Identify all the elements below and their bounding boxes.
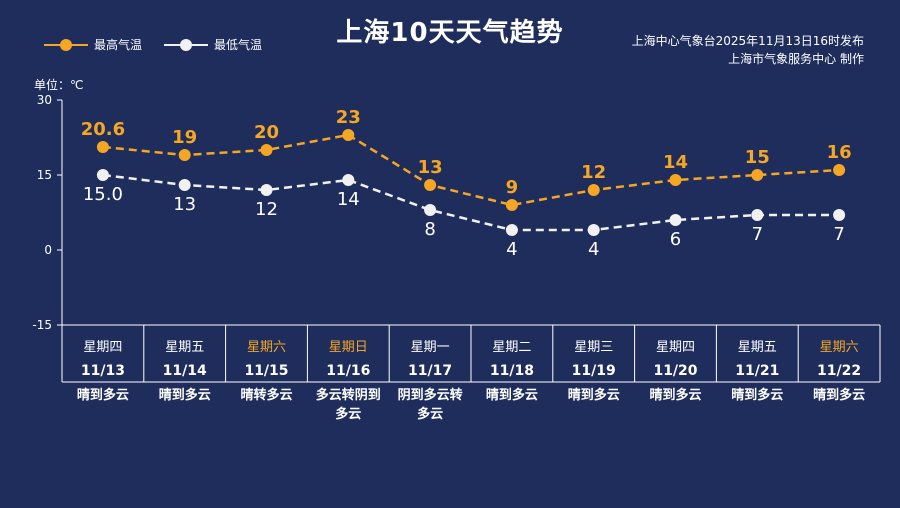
weather-condition-label: 晴到多云 xyxy=(486,387,538,403)
weekday-label: 星期三 xyxy=(574,340,613,355)
weather-condition-label: 晴到多云 xyxy=(159,387,211,403)
y-tick-label: 30 xyxy=(37,93,52,107)
low-temp-label: 7 xyxy=(833,224,844,245)
weekday-label: 星期六 xyxy=(820,340,859,355)
y-tick-label: 15 xyxy=(37,168,52,182)
weather-condition-label: 多云 xyxy=(335,406,361,422)
low-temp-label: 15.0 xyxy=(83,184,123,205)
low-temp-label: 4 xyxy=(506,239,517,260)
legend-low-label: 最低气温 xyxy=(214,38,263,52)
high-temp-point xyxy=(669,174,682,186)
high-temp-point xyxy=(751,169,764,181)
weekday-label: 星期四 xyxy=(83,340,122,355)
source-info: 上海中心气象台2025年11月13日16时发布 上海市气象服务中心 制作 xyxy=(632,32,864,68)
low-temp-line xyxy=(102,173,840,232)
high-temp-point xyxy=(587,184,600,196)
weather-condition-label: 多云 xyxy=(417,406,443,422)
date-label: 11/14 xyxy=(163,363,207,379)
high-temp-label: 14 xyxy=(663,152,688,173)
weather-condition-label: 晴到多云 xyxy=(649,387,701,403)
high-temp-point xyxy=(424,179,437,191)
high-temp-label: 13 xyxy=(418,157,443,178)
low-temp-label: 8 xyxy=(424,219,435,240)
low-temp-point xyxy=(96,169,109,181)
weather-condition-label: 晴到多云 xyxy=(813,387,865,403)
date-label: 11/20 xyxy=(653,363,697,379)
chart-title: 上海10天天气趋势 xyxy=(336,18,564,48)
low-temp-point xyxy=(505,224,518,236)
weather-condition-label: 阴到多云转 xyxy=(398,387,463,403)
weekday-label: 星期一 xyxy=(411,340,450,355)
source-line-2: 上海市气象服务中心 制作 xyxy=(728,52,864,66)
low-temp-point xyxy=(424,204,437,216)
weather-condition-label: 晴到多云 xyxy=(77,387,129,403)
low-temp-label: 4 xyxy=(588,239,599,260)
high-temp-point xyxy=(505,199,518,211)
low-temp-label: 14 xyxy=(337,189,360,210)
low-temp-point xyxy=(587,224,600,236)
weekday-label: 星期四 xyxy=(656,340,695,355)
low-temp-point xyxy=(260,184,273,196)
source-line-1: 上海中心气象台2025年11月13日16时发布 xyxy=(631,34,864,48)
weekday-label: 星期六 xyxy=(247,340,286,355)
high-temp-label: 23 xyxy=(336,107,361,128)
date-label: 11/17 xyxy=(408,363,452,379)
legend-high-swatch xyxy=(44,38,88,51)
low-temp-point xyxy=(833,209,846,221)
weather-condition-label: 晴到多云 xyxy=(568,387,620,403)
legend-item-low: 最低气温 xyxy=(164,36,262,53)
date-label: 11/18 xyxy=(490,363,534,379)
date-label: 11/13 xyxy=(81,363,125,379)
date-label: 11/19 xyxy=(572,363,616,379)
weekday-label: 星期二 xyxy=(492,340,531,355)
high-temp-label: 20 xyxy=(254,122,279,143)
low-temp-label: 6 xyxy=(670,229,681,250)
high-temp-label: 15 xyxy=(745,147,770,168)
low-temp-point xyxy=(669,214,682,226)
legend-low-swatch xyxy=(164,38,209,51)
high-temp-point xyxy=(260,144,273,156)
legend: 最高气温 最低气温 xyxy=(44,36,262,53)
low-temp-point xyxy=(751,209,764,221)
high-temp-point xyxy=(342,129,355,141)
date-label: 11/15 xyxy=(244,363,288,379)
weekday-label: 星期五 xyxy=(738,340,777,355)
weather-condition-label: 多云转阴到 xyxy=(316,387,381,403)
low-temp-label: 12 xyxy=(255,199,278,220)
weekday-label: 星期五 xyxy=(165,340,204,355)
high-temp-point xyxy=(178,149,191,161)
high-temp-point xyxy=(833,164,846,176)
low-temp-label: 7 xyxy=(752,224,763,245)
high-temp-label: 16 xyxy=(827,142,852,163)
weekday-label: 星期日 xyxy=(329,340,368,355)
unit-label: 单位：℃ xyxy=(34,78,84,92)
weather-condition-label: 晴转多云 xyxy=(240,387,292,403)
date-label: 11/16 xyxy=(326,363,370,379)
y-tick-label: -15 xyxy=(32,318,52,332)
high-temp-line xyxy=(102,133,840,207)
date-label: 11/21 xyxy=(735,363,779,379)
high-temp-point xyxy=(96,141,109,153)
low-temp-point xyxy=(342,174,355,186)
high-temp-label: 12 xyxy=(581,162,606,183)
y-tick-label: 0 xyxy=(44,243,52,257)
weather-condition-label: 晴到多云 xyxy=(731,387,783,403)
high-temp-label: 9 xyxy=(506,177,519,198)
low-temp-point xyxy=(178,179,191,191)
high-temp-label: 19 xyxy=(172,127,197,148)
legend-high-label: 最高气温 xyxy=(94,38,143,52)
low-temp-label: 13 xyxy=(173,194,196,215)
date-label: 11/22 xyxy=(817,363,861,379)
high-temp-label: 20.6 xyxy=(81,119,125,140)
legend-item-high: 最高气温 xyxy=(44,36,142,53)
